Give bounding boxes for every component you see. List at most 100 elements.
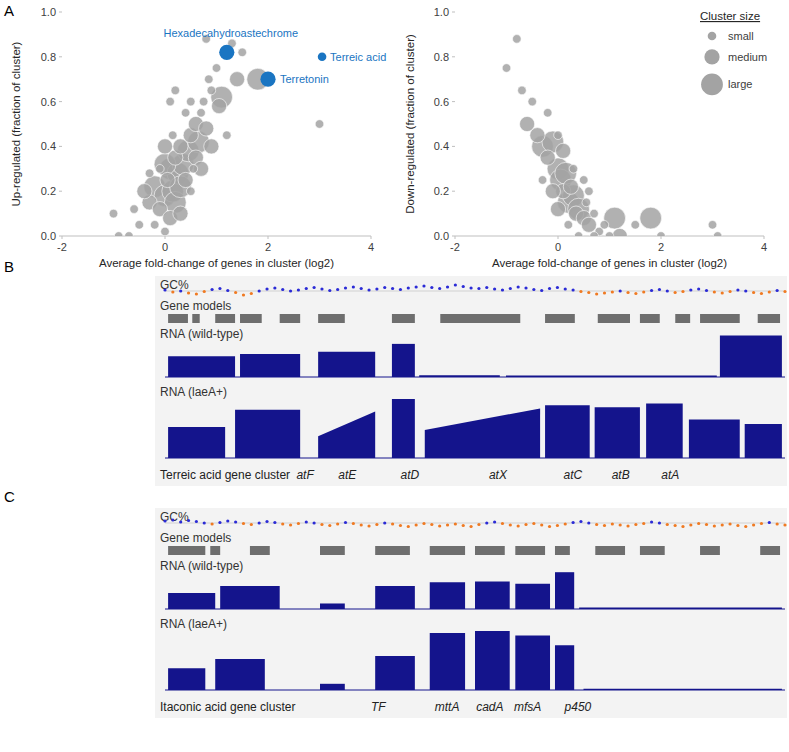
gene-model (700, 546, 720, 555)
coverage-block (745, 424, 782, 458)
gc-point (289, 523, 292, 526)
gc-point (524, 286, 527, 289)
gc-point (681, 290, 684, 293)
gc-point (415, 285, 418, 288)
bubble (640, 207, 662, 229)
gc-point (556, 524, 559, 527)
gc-point (250, 523, 253, 526)
gc-point (493, 287, 496, 290)
gene-label: atX (489, 468, 508, 482)
bubble (204, 75, 213, 84)
gene-model (595, 546, 625, 555)
bubble (135, 221, 144, 230)
coverage-block (555, 572, 574, 609)
bubble (137, 184, 152, 199)
gc-point (626, 291, 629, 294)
figure: ABC-20240.00.20.40.60.81.0Average fold-c… (0, 0, 789, 752)
gene-label: atF (296, 468, 314, 482)
gc-point (752, 523, 755, 526)
gene-model (320, 546, 345, 555)
gene-model (318, 314, 345, 323)
bubble (230, 72, 245, 87)
panel-label: A (4, 2, 14, 19)
gc-point (493, 520, 496, 523)
gc-point (438, 287, 441, 290)
gc-point (258, 521, 261, 524)
gc-point (524, 523, 527, 526)
gc-point (760, 522, 763, 525)
gc-point (579, 290, 582, 293)
bubble (538, 176, 547, 185)
gc-point (595, 292, 598, 295)
gc-point (619, 289, 622, 292)
gc-point (399, 524, 402, 527)
gc-point (760, 292, 763, 295)
y-tick (59, 146, 62, 147)
gene-model (700, 314, 740, 323)
y-tick-label: 0.8 (41, 51, 56, 63)
gc-point (305, 287, 308, 290)
gc-point (744, 289, 747, 292)
gc-point (587, 521, 590, 524)
y-tick-label: 1.0 (434, 6, 449, 18)
gc-point (666, 523, 669, 526)
gc-point (642, 290, 645, 293)
gc-point (210, 522, 213, 525)
y-tick-label: 0.6 (41, 96, 56, 108)
gc-point (572, 288, 575, 291)
gc-point (517, 524, 520, 527)
gc-point (454, 522, 457, 525)
gene-model (280, 314, 300, 323)
gene-model (210, 546, 220, 555)
gc-point (360, 287, 363, 290)
bubble (708, 221, 717, 230)
gc-point (721, 291, 724, 294)
bubble (540, 150, 555, 165)
coverage-block (515, 635, 550, 690)
x-tick-label: 4 (368, 241, 374, 253)
bubble (199, 121, 214, 136)
x-tick (661, 236, 662, 239)
highlight-label: Hexadecahydroastechrome (164, 27, 299, 39)
bubble (713, 232, 722, 236)
track-background (155, 508, 787, 718)
bubble (212, 64, 221, 73)
cluster-title: Terreic acid gene cluster (160, 468, 290, 482)
bubble (569, 165, 578, 174)
y-tick (452, 12, 455, 13)
x-tick (165, 236, 166, 239)
y-tick-label: 0.0 (434, 230, 449, 242)
bubble (600, 221, 609, 230)
highlight-bubble (260, 72, 275, 87)
gc-point (187, 291, 190, 294)
coverage-block (689, 420, 740, 458)
gene-label: p450 (564, 700, 592, 714)
gc-point (477, 287, 480, 290)
bubble (315, 120, 324, 129)
coverage-block (392, 399, 415, 458)
marks (109, 35, 326, 236)
gc-point (391, 522, 394, 525)
gc-point (776, 522, 779, 525)
gc-point (595, 523, 598, 526)
x-tick-label: -2 (57, 241, 67, 253)
coverage-block (168, 427, 225, 458)
gc-point (564, 522, 567, 525)
gc-point (242, 293, 245, 296)
gc-point (399, 288, 402, 291)
highlight-bubble (219, 45, 234, 60)
bubble (590, 232, 599, 236)
gc-point (415, 523, 418, 526)
bubble (130, 205, 139, 214)
y-tick-label: 0.2 (41, 185, 56, 197)
coverage-block (475, 581, 510, 609)
gene-model (440, 314, 520, 323)
gc-point (564, 287, 567, 290)
track-label: RNA (laeA+) (160, 617, 227, 631)
coverage-block (545, 405, 590, 458)
x-tick (764, 236, 765, 239)
y-tick-label: 0.0 (41, 230, 56, 242)
gene-model (192, 314, 199, 323)
bubble (550, 202, 565, 217)
gc-point (171, 518, 174, 521)
